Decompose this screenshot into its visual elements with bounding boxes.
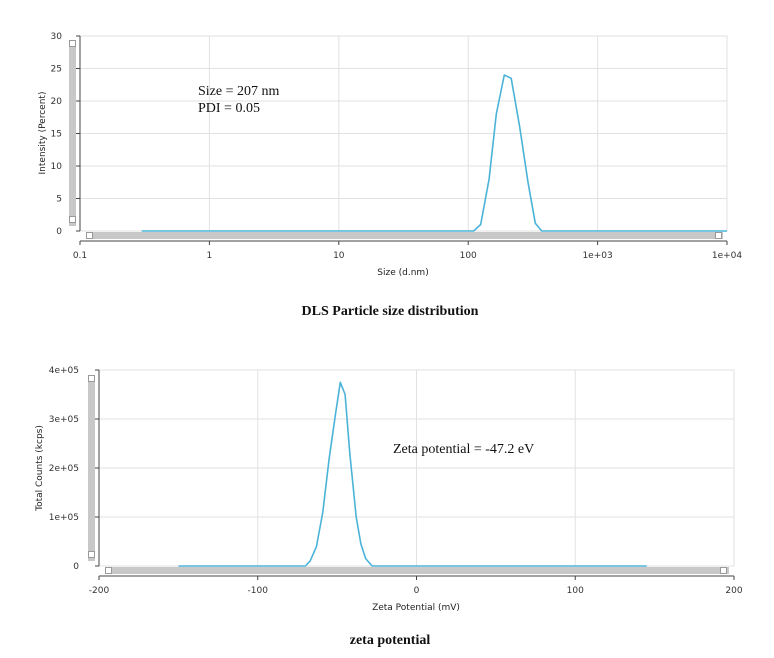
y-scrollbar[interactable] <box>88 375 95 561</box>
x-tick-label: 1e+04 <box>712 251 743 261</box>
x-scrollbar[interactable] <box>86 232 723 239</box>
y-tick-label: 1e+05 <box>49 513 79 523</box>
y-scrollbar-top-handle[interactable] <box>69 40 76 47</box>
pdi-annotation: PDI = 0.05 <box>198 101 260 116</box>
x-tick-label: 1 <box>207 251 213 261</box>
x-tick-labels: 0.1 1 10 100 1e+03 1e+04 <box>73 241 743 261</box>
x-axis-label: Size (d.nm) <box>377 268 428 278</box>
series-line <box>178 381 647 567</box>
x-axis-label: Zeta Potential (mV) <box>372 603 460 613</box>
grid <box>79 35 728 232</box>
y-tick-label: 10 <box>51 162 63 172</box>
y-tick-label: 3e+05 <box>49 415 79 425</box>
grid <box>98 369 735 567</box>
y-tick-labels: 0 5 10 15 20 25 30 <box>51 32 80 237</box>
size-annotation: Size = 207 nm <box>198 84 279 99</box>
zeta-potential-chart: 0 1e+05 2e+05 3e+05 4e+05 -200 -100 0 100 200 To… <box>35 366 743 648</box>
series <box>141 74 727 232</box>
x-scrollbar-right-handle[interactable] <box>715 232 722 239</box>
y-tick-label: 2e+05 <box>49 464 79 474</box>
series-line <box>141 74 727 232</box>
x-tick-label: 10 <box>333 251 345 261</box>
x-tick-label: 100 <box>460 251 477 261</box>
y-tick-labels: 0 1e+05 2e+05 3e+05 4e+05 <box>49 366 99 572</box>
y-tick-label: 0 <box>56 227 62 237</box>
y-scrollbar-top-handle[interactable] <box>88 375 95 382</box>
x-scrollbar-right-handle[interactable] <box>720 567 727 574</box>
x-scrollbar-left-handle[interactable] <box>105 567 112 574</box>
x-tick-label: 0 <box>414 586 420 596</box>
y-tick-label: 0 <box>73 562 79 572</box>
x-tick-label: -100 <box>248 586 269 596</box>
x-tick-label: 0.1 <box>73 251 87 261</box>
y-scrollbar-bottom-handle[interactable] <box>88 551 95 558</box>
y-axis-label: Total Counts (kcps) <box>35 425 45 512</box>
series <box>178 381 647 567</box>
x-scrollbar-left-handle[interactable] <box>86 232 93 239</box>
y-scrollbar[interactable] <box>69 40 76 226</box>
chart-caption: DLS Particle size distribution <box>302 304 479 319</box>
y-tick-label: 30 <box>51 32 63 42</box>
y-tick-label: 20 <box>51 97 63 107</box>
size-distribution-chart: 0 5 10 15 20 25 30 0.1 1 10 100 1e+03 1e+04 Intensi… <box>38 32 742 319</box>
zeta-annotation: Zeta potential = -47.2 eV <box>393 442 534 457</box>
chart-caption: zeta potential <box>350 633 431 648</box>
y-tick-label: 4e+05 <box>49 366 79 376</box>
y-scrollbar-bottom-handle[interactable] <box>69 216 76 223</box>
x-tick-label: 1e+03 <box>582 251 612 261</box>
y-tick-label: 5 <box>56 195 62 205</box>
y-axis-label: Intensity (Percent) <box>38 92 48 175</box>
x-tick-labels: -200 -100 0 100 200 <box>89 576 743 596</box>
y-tick-label: 25 <box>51 65 62 75</box>
x-tick-label: 200 <box>725 586 742 596</box>
x-tick-label: 100 <box>567 586 584 596</box>
x-tick-label: -200 <box>89 586 110 596</box>
y-tick-label: 15 <box>51 130 62 140</box>
x-scrollbar[interactable] <box>105 567 729 574</box>
